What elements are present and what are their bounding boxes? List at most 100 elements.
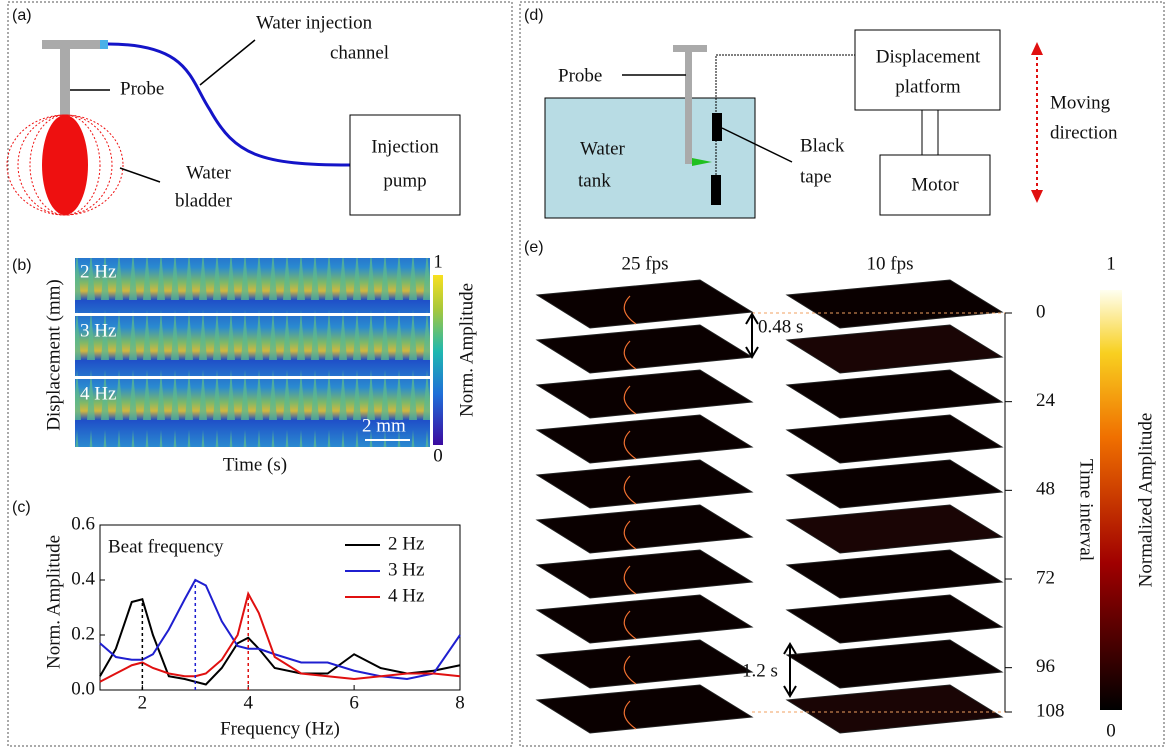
panel-label: (b)	[12, 257, 32, 274]
probe-beam	[692, 158, 712, 166]
frame-plane	[785, 459, 1004, 509]
interval-label: 1.2 s	[742, 660, 778, 681]
pump-box	[349, 114, 461, 216]
echo-trace	[623, 610, 637, 640]
x-tick-label: 4	[243, 692, 253, 713]
y-tick-label: 0.0	[71, 678, 95, 699]
frame-plane	[535, 279, 754, 329]
frame-plane	[785, 324, 1004, 374]
row-label: 3 Hz	[80, 320, 116, 341]
y-tick-label: 0.6	[71, 513, 95, 534]
y-axis-label: Norm. Amplitude	[43, 535, 64, 669]
frame-plane	[785, 369, 1004, 419]
bladder-outline	[6, 114, 124, 216]
channel-label: channel	[330, 42, 389, 63]
echo-trace	[623, 520, 637, 550]
frame-plane	[535, 369, 754, 419]
tape-label: tape	[800, 166, 832, 187]
panel-label: (c)	[12, 499, 31, 516]
x-axis-label: Frequency (Hz)	[220, 718, 340, 739]
panel-label: (a)	[12, 7, 32, 24]
time-tick-label: 96	[1036, 656, 1055, 677]
legend-label: 3 Hz	[388, 559, 424, 580]
arrows	[622, 74, 793, 163]
tank-label: tank	[578, 170, 611, 191]
water-tank	[544, 97, 756, 219]
platform-label: Displacement	[876, 46, 981, 67]
time-tick-label: 48	[1036, 479, 1055, 500]
channel	[107, 42, 351, 167]
row-label: 2 Hz	[80, 261, 116, 282]
y-axis-label: Displacement (mm)	[43, 279, 64, 430]
interval-label: 0.48 s	[758, 316, 803, 337]
series-line	[99, 578, 461, 681]
arrows	[70, 39, 256, 183]
left-frame	[7, 1, 513, 747]
colorbar-tick-label: 0	[1106, 720, 1116, 741]
panel-b: (b) 2 Hz 3 Hz 4 Hz 2 mm Displacement (mm…	[12, 257, 477, 475]
pump-label: Injection	[371, 136, 439, 157]
motor-label: Motor	[911, 174, 959, 195]
frame-plane	[535, 639, 754, 689]
direction-label: direction	[1050, 122, 1118, 143]
panel-label: (e)	[524, 239, 544, 256]
motor-box	[879, 154, 991, 216]
heatmap-row	[75, 258, 430, 313]
x-tick-label: 8	[455, 692, 465, 713]
echo-trace	[623, 655, 637, 685]
series-line	[99, 598, 461, 686]
stack-title: 10 fps	[867, 253, 914, 274]
channel-label: Water injection	[256, 12, 373, 33]
time-tick-label: 72	[1036, 567, 1055, 588]
platform-box	[854, 29, 1001, 111]
connector	[921, 109, 939, 156]
probe-head	[673, 45, 707, 52]
legend-label: 2 Hz	[388, 533, 424, 554]
heatmap-row	[75, 316, 430, 376]
panel-d: (d) Probe Water tank Black tape Displace…	[524, 7, 1118, 219]
colorbar	[433, 275, 443, 445]
interval-arrow	[745, 312, 759, 359]
echo-trace	[623, 475, 637, 505]
row-label: 4 Hz	[80, 383, 116, 404]
frame-plane	[785, 639, 1004, 689]
echo-trace	[623, 340, 637, 370]
bladder-label: bladder	[175, 190, 233, 211]
probe-label: Probe	[558, 65, 602, 86]
probe-head	[42, 40, 100, 49]
frame-plane	[535, 549, 754, 599]
frame-plane	[535, 594, 754, 644]
x-axis-label: Time (s)	[223, 454, 287, 475]
legend-label: 4 Hz	[388, 585, 424, 606]
frame-plane	[535, 459, 754, 509]
echo-trace	[623, 565, 637, 595]
time-tick-label: 108	[1036, 700, 1065, 721]
frame-plane	[535, 684, 754, 734]
tape	[712, 113, 722, 141]
bladder	[42, 115, 88, 215]
bladder-label: Water	[186, 162, 232, 183]
probe-label: Probe	[120, 78, 164, 99]
frame-plane	[785, 504, 1004, 554]
time-tick-label: 0	[1036, 301, 1046, 322]
annotation: Beat frequency	[108, 536, 224, 557]
probe-tip	[100, 40, 108, 49]
plot-frame	[99, 524, 461, 691]
pump-label: pump	[383, 170, 426, 191]
frame-plane	[535, 324, 754, 374]
x-tick-label: 6	[349, 692, 359, 713]
echo-trace	[623, 295, 637, 325]
heatmap-row	[75, 379, 430, 447]
right-frame	[519, 1, 1165, 747]
colorbar	[1100, 290, 1122, 710]
panel-e: (e) 25 fps 10 fps Time interval Normaliz…	[524, 239, 1156, 741]
frame-plane	[785, 279, 1004, 329]
colorbar-label: Norm. Amplitude	[456, 283, 477, 417]
scale-bar-label: 2 mm	[362, 415, 406, 436]
frame-plane	[535, 504, 754, 554]
time-axis-label: Time interval	[1076, 459, 1097, 561]
frame-plane	[785, 684, 1004, 734]
tank-label: Water	[580, 138, 626, 159]
colorbar-label: Normalized Amplitude	[1135, 413, 1156, 588]
